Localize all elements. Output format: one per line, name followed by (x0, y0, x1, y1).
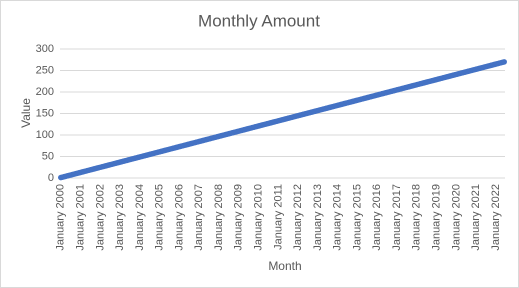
y-tick-label: 100 (36, 129, 54, 141)
y-tick-label: 50 (42, 150, 54, 162)
x-tick-label: January 2021 (470, 184, 482, 251)
x-tick-label: January 2004 (134, 184, 146, 251)
x-tick-label: January 2022 (490, 184, 502, 251)
x-tick-label: January 2019 (431, 184, 443, 251)
y-tick-label: 250 (36, 64, 54, 76)
x-tick-label: January 2002 (94, 184, 106, 251)
x-tick-label: January 2005 (154, 184, 166, 251)
x-tick-label: January 2016 (371, 184, 383, 251)
y-axis-title: Value (19, 98, 33, 128)
x-tick-label: January 2007 (193, 184, 205, 251)
x-tick-label: January 2013 (312, 184, 324, 251)
x-tick-label: January 2012 (292, 184, 304, 251)
x-tick-label: January 2000 (55, 184, 67, 251)
chart-title: Monthly Amount (198, 11, 320, 30)
x-tick-label: January 2014 (332, 184, 344, 251)
x-tick-label: January 2006 (173, 184, 185, 251)
x-tick-label: January 2017 (391, 184, 403, 251)
y-tick-label: 200 (36, 86, 54, 98)
x-tick-label: January 2015 (351, 184, 363, 251)
x-tick-label: January 2011 (272, 184, 284, 250)
x-tick-label: January 2020 (450, 184, 462, 251)
x-tick-label: January 2009 (233, 184, 245, 251)
x-tick-label: January 2018 (411, 184, 423, 251)
x-tick-label: January 2008 (213, 184, 225, 251)
marker (501, 59, 507, 65)
y-tick-label: 150 (36, 107, 54, 119)
x-tick-label: January 2001 (75, 184, 87, 251)
x-axis-title: Month (268, 259, 301, 273)
x-tick-label: January 2003 (114, 184, 126, 251)
y-tick-label: 300 (36, 43, 54, 55)
y-tick-label: 0 (48, 172, 54, 184)
x-tick-label: January 2010 (253, 184, 265, 251)
